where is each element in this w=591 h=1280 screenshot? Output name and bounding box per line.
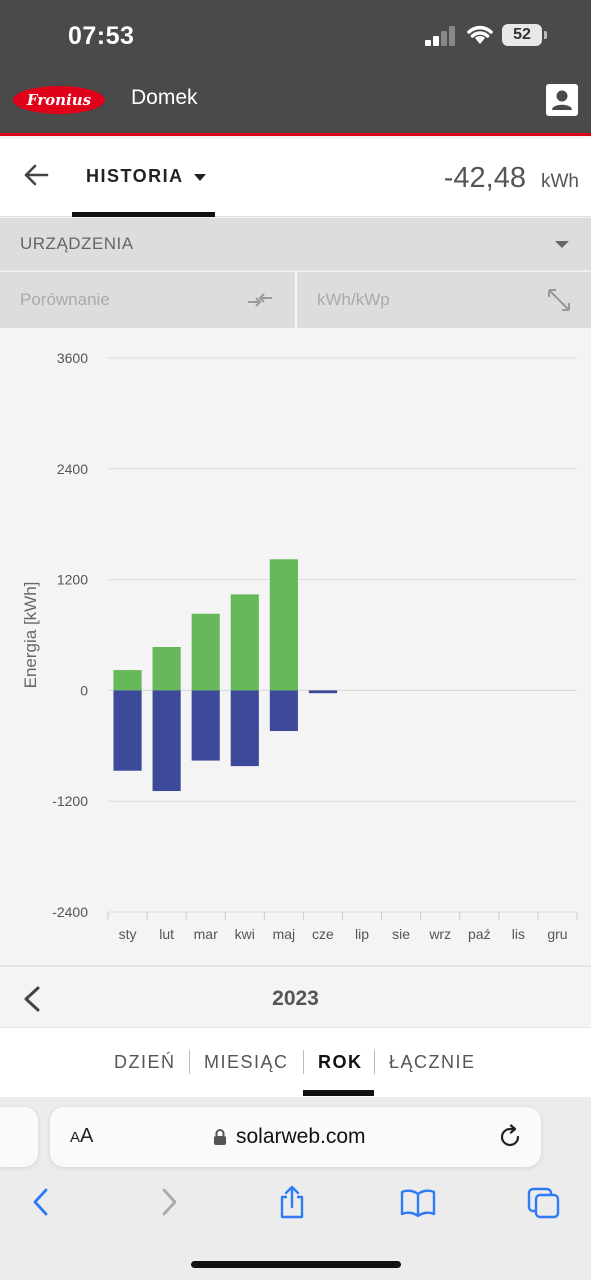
x-tick-label: sie (392, 926, 410, 942)
x-tick-label: gru (547, 926, 567, 942)
chevron-left-icon[interactable] (20, 985, 44, 1013)
bookmarks-icon[interactable] (400, 1185, 436, 1219)
bar-maj-0 (269, 559, 298, 691)
tabs-icon[interactable] (527, 1185, 561, 1219)
devices-label: URZĄDZENIA (20, 234, 134, 253)
chart-options: Porównanie kWh/kWp (0, 272, 591, 328)
x-tick-label: wrz (428, 926, 451, 942)
address-bar[interactable]: AA solarweb.com (50, 1107, 541, 1167)
x-tick-label: kwi (235, 926, 255, 942)
normalize-label: kWh/kWp (317, 290, 390, 309)
y-tick-label: 3600 (57, 350, 88, 366)
bar-lut-1 (152, 690, 181, 792)
caret-down-icon (194, 174, 206, 181)
history-nav-bar: HISTORIA -42,48 kWh (0, 139, 591, 217)
x-tick-label: cze (312, 926, 334, 942)
devices-dropdown[interactable]: URZĄDZENIA (0, 218, 591, 271)
signal-icon (425, 26, 457, 46)
status-bar: 07:53 52 (0, 0, 591, 72)
share-icon[interactable] (277, 1185, 307, 1219)
period-tabs: DZIEŃ MIESIĄC ROK ŁĄCZNIE (0, 1027, 591, 1097)
bar-maj-1 (269, 690, 298, 732)
bar-kwi-0 (230, 594, 259, 691)
bar-sty-1 (113, 690, 142, 771)
bar-kwi-1 (230, 690, 259, 767)
total-energy-unit: kWh (541, 171, 579, 192)
previous-tab-preview[interactable] (0, 1107, 38, 1167)
normalize-kwp-button[interactable]: kWh/kWp (297, 272, 591, 328)
status-time: 07:53 (68, 22, 135, 50)
compare-arrows-icon (248, 293, 272, 307)
x-tick-label: maj (273, 926, 296, 942)
forward-icon[interactable] (154, 1185, 184, 1219)
battery-icon: 52 (502, 24, 542, 46)
home-indicator (191, 1261, 401, 1268)
aa-small: A (70, 1129, 81, 1146)
tab-separator (189, 1050, 190, 1074)
energy-bar-chart: 3600 2400 1200 0 -1200 -2400 Energia [kWh] sty l… (21, 350, 578, 942)
y-tick-label: 1200 (57, 572, 88, 588)
year-label: 2023 (272, 987, 319, 1010)
bar-sty-0 (113, 670, 142, 691)
y-tick-label: -2400 (52, 904, 88, 920)
bar-lut-0 (152, 647, 181, 691)
compare-button[interactable]: Porównanie (0, 272, 295, 328)
battery-tip (544, 31, 547, 39)
lock-icon (214, 1129, 226, 1145)
expand-diagonal-icon (548, 289, 570, 311)
aa-large: A (80, 1125, 94, 1147)
user-icon[interactable] (546, 84, 578, 116)
app-header: Fronius Domek (0, 72, 591, 136)
fronius-logo[interactable]: Fronius (13, 86, 105, 114)
bar-cze-1 (308, 690, 338, 694)
energy-chart: 3600 2400 1200 0 -1200 -2400 Energia [kWh] sty l… (0, 329, 591, 965)
compare-label: Porównanie (20, 290, 110, 309)
tab-month[interactable]: MIESIĄC (204, 1052, 289, 1072)
bar-mar-1 (191, 690, 220, 761)
active-tab-indicator (303, 1090, 374, 1096)
y-tick-label: -1200 (52, 793, 88, 809)
x-tick-label: lis (512, 926, 525, 942)
reload-icon[interactable] (497, 1124, 523, 1150)
tab-total[interactable]: ŁĄCZNIE (389, 1052, 476, 1072)
url-text: solarweb.com (236, 1125, 366, 1148)
browser-toolbar: AA solarweb.com (0, 1097, 591, 1280)
site-name: Domek (131, 86, 198, 109)
back-arrow-icon[interactable] (22, 161, 50, 189)
bar-mar-0 (191, 613, 220, 691)
battery-level: 52 (513, 26, 531, 43)
x-tick-label: paź (468, 926, 491, 942)
y-tick-label: 0 (80, 682, 88, 698)
total-energy-value: -42,48 (443, 162, 526, 194)
tab-separator (374, 1050, 375, 1074)
wifi-icon (467, 25, 493, 44)
history-dropdown[interactable]: HISTORIA (72, 139, 215, 217)
history-title: HISTORIA (86, 166, 184, 186)
period-navigator: 2023 (0, 965, 591, 1027)
back-icon[interactable] (26, 1185, 56, 1219)
y-axis-label: Energia [kWh] (21, 582, 40, 689)
tab-day[interactable]: DZIEŃ (114, 1052, 176, 1072)
x-tick-label: lip (355, 926, 369, 942)
tab-separator (303, 1050, 304, 1074)
tab-year[interactable]: ROK (318, 1052, 363, 1072)
x-tick-label: sty (119, 926, 137, 942)
caret-down-icon (555, 241, 569, 248)
y-tick-label: 2400 (57, 461, 88, 477)
reader-options-button[interactable]: AA (70, 1125, 93, 1148)
x-tick-label: mar (194, 926, 218, 942)
x-tick-label: lut (159, 926, 174, 942)
